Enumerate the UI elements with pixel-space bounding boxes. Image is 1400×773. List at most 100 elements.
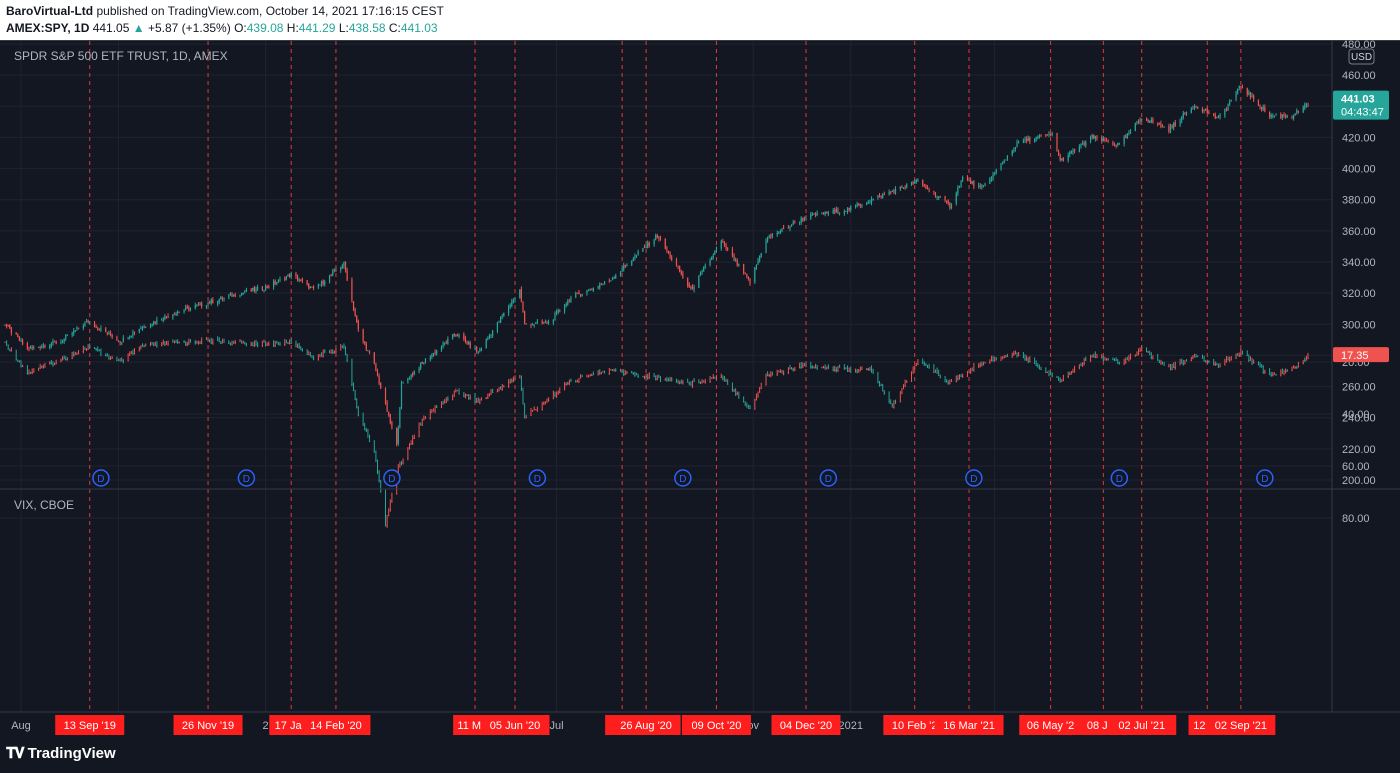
spy-candle bbox=[767, 237, 769, 241]
vix-candle bbox=[1105, 359, 1108, 361]
spy-y-tick: 260.00 bbox=[1342, 382, 1376, 394]
spy-candle bbox=[402, 382, 404, 384]
spy-candle bbox=[272, 281, 275, 288]
spy-candle bbox=[743, 263, 745, 273]
event-marker-box[interactable] bbox=[1019, 715, 1082, 735]
spy-candle bbox=[456, 334, 459, 337]
spy-candle bbox=[838, 212, 841, 214]
spy-candle bbox=[790, 225, 793, 227]
event-marker-box[interactable] bbox=[1107, 715, 1177, 735]
vix-candle bbox=[1026, 358, 1028, 360]
vix-candle bbox=[783, 373, 785, 375]
vix-candle bbox=[934, 371, 937, 373]
vix-candle bbox=[814, 366, 817, 368]
vix-candle bbox=[279, 343, 281, 345]
vix-candle bbox=[989, 362, 991, 364]
spy-candle bbox=[452, 334, 454, 339]
dividend-icon[interactable] bbox=[1110, 469, 1129, 487]
vix-candle bbox=[55, 363, 57, 365]
tradingview-logo-icon: 𝐓𝐕 bbox=[6, 745, 25, 762]
spy-candle bbox=[367, 350, 369, 352]
dividend-icon[interactable] bbox=[1256, 469, 1274, 487]
vix-candle bbox=[1051, 375, 1053, 377]
spy-candle bbox=[1089, 138, 1092, 142]
dividend-icon[interactable] bbox=[528, 469, 547, 487]
vix-candle bbox=[1225, 361, 1228, 363]
spy-candle bbox=[893, 190, 895, 193]
vix-candle bbox=[925, 364, 927, 366]
vix-candle bbox=[568, 382, 570, 384]
dividend-icon[interactable] bbox=[237, 469, 256, 487]
vix-candle bbox=[592, 374, 594, 376]
vix-candle bbox=[108, 358, 110, 360]
spy-candle bbox=[655, 235, 657, 240]
event-marker-box[interactable] bbox=[611, 715, 681, 735]
spy-candle bbox=[444, 342, 446, 344]
author-name[interactable]: BaroVirtual-Ltd bbox=[6, 4, 94, 18]
spy-candle bbox=[1024, 138, 1026, 141]
vix-candle bbox=[145, 345, 147, 347]
vix-candle bbox=[488, 395, 491, 397]
event-marker-box[interactable] bbox=[934, 715, 1004, 735]
event-marker-box[interactable] bbox=[173, 715, 243, 735]
vix-candle bbox=[1141, 350, 1143, 352]
spy-candle bbox=[500, 317, 502, 323]
dividend-icon[interactable] bbox=[965, 469, 983, 487]
vix-candle bbox=[408, 447, 411, 449]
dividend-icon[interactable] bbox=[819, 469, 838, 487]
tradingview-logo[interactable]: 𝐓𝐕 TradingView bbox=[6, 745, 116, 762]
vix-candle bbox=[272, 344, 275, 346]
spy-candle bbox=[747, 276, 750, 279]
vix-candle bbox=[445, 401, 447, 403]
vix-candle bbox=[341, 346, 343, 348]
vix-candle bbox=[743, 401, 745, 403]
spy-y-tick: 220.00 bbox=[1342, 444, 1376, 456]
spy-candle bbox=[301, 278, 303, 281]
spy-candle bbox=[1112, 142, 1114, 145]
vix-candle bbox=[736, 393, 738, 395]
vix-candle bbox=[354, 398, 356, 400]
vix-candle bbox=[268, 343, 270, 345]
currency-badge[interactable]: USD bbox=[1348, 48, 1375, 65]
event-marker-box[interactable] bbox=[681, 715, 751, 735]
spy-candle bbox=[957, 187, 959, 194]
vix-candle bbox=[872, 372, 874, 374]
vix-candle bbox=[565, 384, 567, 386]
spy-candle bbox=[1006, 155, 1009, 160]
vix-candle bbox=[958, 378, 961, 380]
vix-candle bbox=[1062, 379, 1064, 381]
vix-candle bbox=[49, 363, 51, 365]
spy-candle bbox=[362, 329, 364, 341]
symbol-label[interactable]: AMEX:SPY, 1D bbox=[6, 21, 90, 35]
event-marker-box[interactable] bbox=[55, 715, 125, 735]
spy-candle bbox=[1205, 109, 1207, 111]
event-marker-box[interactable] bbox=[1206, 715, 1276, 735]
dividend-icon[interactable] bbox=[92, 469, 110, 487]
event-marker-label: 17 Jan bbox=[275, 720, 308, 732]
spy-candle bbox=[217, 301, 219, 304]
vix-candle bbox=[563, 388, 566, 390]
vix-candle bbox=[367, 436, 369, 438]
spy-candle bbox=[677, 265, 679, 268]
spy-candle bbox=[464, 338, 467, 342]
spy-candle bbox=[1139, 119, 1141, 122]
event-marker-box[interactable] bbox=[301, 715, 371, 735]
vix-candle bbox=[838, 366, 841, 368]
spy-candle bbox=[295, 272, 297, 277]
spy-candle bbox=[177, 311, 179, 314]
event-marker-box[interactable] bbox=[480, 715, 550, 735]
vix-candle bbox=[906, 381, 908, 383]
spy-candle bbox=[917, 179, 919, 181]
vix-candle bbox=[492, 391, 494, 393]
dividend-icon[interactable] bbox=[383, 469, 401, 487]
vix-candle bbox=[440, 406, 443, 408]
vix-candle bbox=[1168, 365, 1170, 367]
spy-candle bbox=[846, 207, 849, 212]
event-marker-box[interactable] bbox=[883, 715, 947, 735]
spy-candle bbox=[843, 210, 845, 214]
vix-candle bbox=[619, 370, 622, 372]
event-marker-box[interactable] bbox=[771, 715, 841, 735]
vix-candle bbox=[61, 358, 64, 360]
dividend-icon[interactable] bbox=[674, 469, 692, 487]
